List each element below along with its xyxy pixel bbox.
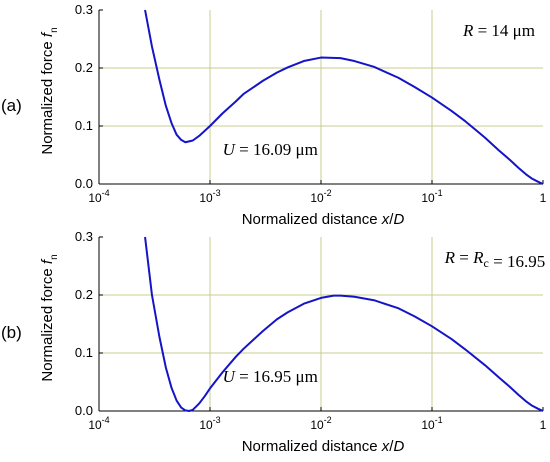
x-tick-label: 10-2	[310, 188, 331, 205]
panel-label: (b)	[1, 323, 22, 342]
x-tick-label: 10-1	[421, 188, 442, 205]
x-axis-label: Normalized distance x/D	[242, 438, 405, 455]
annotation: U = 16.09 μm	[223, 140, 318, 159]
x-axis-label: Normalized distance x/D	[242, 211, 405, 228]
y-tick-label: 0.2	[75, 60, 93, 75]
chart-panel-b: 10-4 10-3 10-2 10-1 1 0.0 0.1 0.2 0.3 Normalized …	[1, 229, 550, 455]
y-axis-label: Normalized force fn	[39, 254, 60, 381]
x-tick-label: 10-3	[199, 188, 220, 205]
annotation: U = 16.95 μm	[223, 367, 318, 386]
x-tick-label: 10-2	[310, 415, 331, 432]
panel-label: (a)	[1, 96, 22, 115]
y-tick-label: 0.1	[75, 118, 93, 133]
data-line	[144, 236, 544, 412]
x-tick-label: 10-3	[199, 415, 220, 432]
x-tick-label: 1	[540, 191, 547, 205]
chart-panel-a: 10-4 10-3 10-2 10-1 1 0.0 0.1 0.2 0.3 Normalized …	[1, 2, 547, 228]
y-tick-label: 0.0	[75, 176, 93, 191]
x-tick-label: 10-1	[421, 415, 442, 432]
x-tick-label: 10-4	[88, 415, 109, 432]
y-tick-label: 0.0	[75, 403, 93, 418]
annotation: R = Rc = 16.95 μm	[444, 248, 550, 271]
y-axis-label: Normalized force fn	[39, 27, 60, 154]
y-tick-label: 0.3	[75, 229, 93, 244]
data-line	[144, 9, 544, 185]
x-tick-label: 10-4	[88, 188, 109, 205]
y-tick-label: 0.1	[75, 345, 93, 360]
y-tick-label: 0.3	[75, 2, 93, 17]
y-tick-label: 0.2	[75, 287, 93, 302]
annotation: R = 14 μm	[462, 21, 535, 40]
x-tick-label: 1	[540, 418, 547, 432]
